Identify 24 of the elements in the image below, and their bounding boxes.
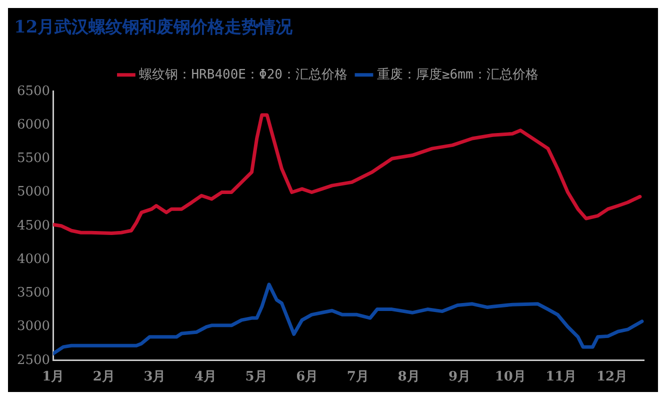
x-tick-label: 1月 [42,370,64,385]
x-tick-label: 6月 [296,370,318,385]
x-tick-label: 5月 [245,370,268,385]
y-tick-label: 4500 [16,218,50,234]
chart-title: 12月武汉螺纹钢和废钢价格走势情况 [14,18,294,38]
x-tick-label: 3月 [144,370,166,385]
x-tick-label: 7月 [346,370,369,385]
y-tick-label: 2500 [16,352,50,368]
legend-label: 重废：厚度≥6mm：汇总价格 [376,66,538,82]
x-tick-label: 9月 [448,370,471,385]
y-tick-label: 6500 [16,84,50,99]
y-tick-label: 5500 [16,151,50,166]
x-tick-label: 11月 [546,370,577,385]
legend-label: 螺纹钢：HRB400E：Φ20：汇总价格 [139,67,348,82]
y-tick-label: 5000 [16,184,50,200]
x-tick-label: 2月 [92,370,115,385]
x-tick-label: 8月 [398,370,420,385]
y-tick-label: 6000 [16,117,50,132]
y-tick-label: 3000 [16,319,50,334]
x-tick-label: 12月 [596,370,628,385]
x-tick-label: 4月 [194,370,217,385]
y-tick-label: 4000 [16,252,50,267]
x-tick-label: 10月 [494,370,526,385]
y-tick-label: 3500 [16,286,50,301]
